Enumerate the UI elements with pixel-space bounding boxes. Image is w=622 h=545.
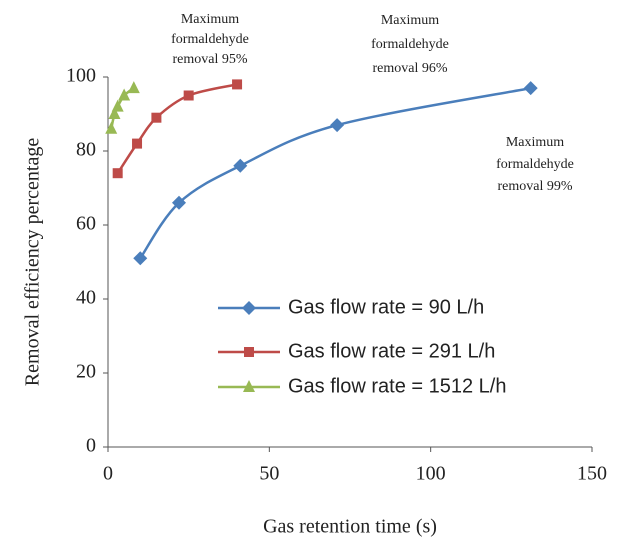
annotation: Maximum <box>506 135 564 150</box>
annotation: formaldehyde <box>171 32 249 47</box>
data-point <box>111 99 124 112</box>
data-point <box>232 79 243 90</box>
y-tick-label: 0 <box>86 435 96 457</box>
annotation: formaldehyde <box>496 157 574 172</box>
y-tick-label: 80 <box>76 139 96 161</box>
series-line <box>116 83 238 174</box>
data-point <box>523 81 538 96</box>
x-tick-label: 0 <box>103 463 113 485</box>
data-point <box>171 195 186 210</box>
data-point <box>133 251 148 266</box>
annotation: removal 96% <box>372 61 447 76</box>
y-axis-title: Removal efficiency percentage <box>22 138 44 387</box>
legend-label: Gas flow rate = 90 L/h <box>288 296 484 318</box>
legend-marker <box>242 301 256 315</box>
data-point <box>108 107 121 119</box>
data-point <box>118 88 131 101</box>
data-point <box>183 90 194 101</box>
annotation: removal 95% <box>172 52 247 67</box>
y-tick-label: 100 <box>66 65 96 87</box>
legend-marker <box>243 380 255 392</box>
data-point <box>112 168 123 179</box>
x-tick-label: 150 <box>577 463 607 485</box>
data-point <box>233 158 248 173</box>
legend-marker <box>244 347 254 357</box>
x-tick-label: 50 <box>259 463 279 485</box>
annotation: Maximum <box>381 13 439 28</box>
y-tick-label: 20 <box>76 361 96 383</box>
series-line <box>139 86 531 260</box>
annotation: Maximum <box>181 12 239 27</box>
data-point <box>330 118 345 133</box>
data-point <box>105 121 118 134</box>
x-axis-title: Gas retention time (s) <box>263 516 437 538</box>
annotation: formaldehyde <box>371 37 449 52</box>
annotation: removal 99% <box>497 179 572 194</box>
data-point <box>127 81 140 94</box>
legend-label: Gas flow rate = 291 L/h <box>288 340 495 362</box>
y-tick-label: 40 <box>76 287 96 309</box>
data-point <box>132 138 143 149</box>
data-point <box>151 112 162 123</box>
legend-label: Gas flow rate = 1512 L/h <box>288 375 506 397</box>
x-tick-label: 100 <box>416 463 446 485</box>
y-tick-label: 60 <box>76 213 96 235</box>
